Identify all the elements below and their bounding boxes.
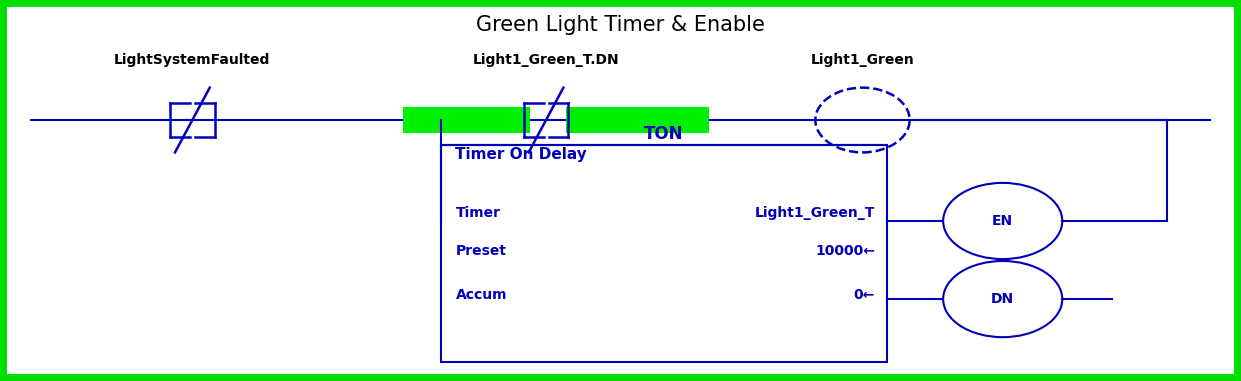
Text: 0←: 0←: [854, 288, 875, 302]
Bar: [403, 107, 530, 133]
Text: Light1_Green: Light1_Green: [810, 53, 915, 67]
Text: LightSystemFaulted: LightSystemFaulted: [114, 53, 271, 67]
Text: TON: TON: [644, 125, 684, 143]
Text: 10000←: 10000←: [815, 244, 875, 258]
Text: Timer: Timer: [455, 206, 500, 220]
Text: Preset: Preset: [455, 244, 506, 258]
Text: Timer On Delay: Timer On Delay: [455, 147, 587, 162]
Text: EN: EN: [992, 214, 1014, 228]
Text: Green Light Timer & Enable: Green Light Timer & Enable: [477, 15, 764, 35]
Text: DN: DN: [992, 292, 1014, 306]
Text: Light1_Green_T: Light1_Green_T: [755, 206, 875, 220]
Text: Light1_Green_T.DN: Light1_Green_T.DN: [473, 53, 619, 67]
Bar: [566, 107, 709, 133]
Bar: [441, 145, 887, 362]
Text: Accum: Accum: [455, 288, 506, 302]
